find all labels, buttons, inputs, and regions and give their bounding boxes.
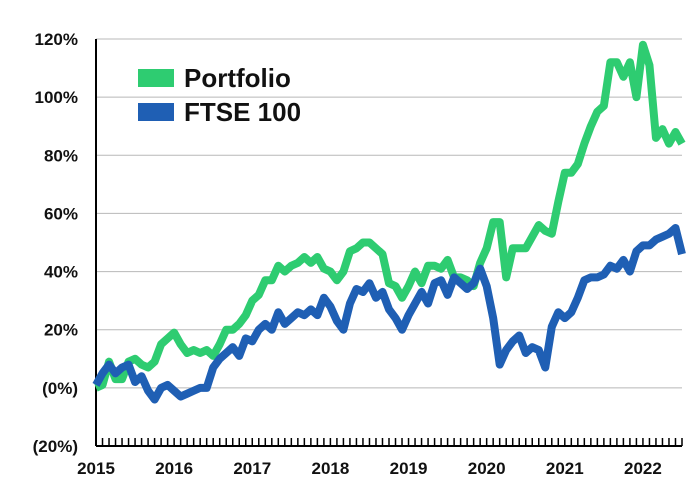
x-tick-label: 2015	[77, 459, 115, 478]
x-tick-labels: 2015 2016 2017 2018 2019 2020 2021 2022	[77, 459, 662, 478]
x-tick-label: 2021	[546, 459, 584, 478]
legend-swatch	[138, 103, 174, 121]
y-tick-label: 40%	[44, 263, 78, 282]
legend: Portfolio FTSE 100	[138, 63, 301, 127]
y-tick-label: 80%	[44, 146, 78, 165]
x-tick-label: 2022	[624, 459, 662, 478]
series-line-ftse-100	[92, 223, 686, 404]
series-line-portfolio	[94, 40, 686, 392]
y-tick-labels: (20%) (0%) 20% 40% 60% 80% 100% 120%	[33, 30, 78, 456]
series-lines	[92, 40, 686, 404]
y-tick-label: (20%)	[33, 437, 78, 456]
legend-label: FTSE 100	[184, 97, 301, 127]
legend-swatch	[138, 69, 174, 87]
legend-label: Portfolio	[184, 63, 291, 93]
y-tick-label: (0%)	[42, 379, 78, 398]
x-tick-label: 2016	[155, 459, 193, 478]
x-tick-label: 2020	[468, 459, 506, 478]
x-tick-label: 2019	[390, 459, 428, 478]
x-tick-label: 2017	[233, 459, 271, 478]
y-tick-label: 120%	[35, 30, 78, 49]
y-tick-label: 60%	[44, 204, 78, 223]
x-minor-ticks	[95, 438, 683, 446]
y-tick-label: 100%	[35, 88, 78, 107]
y-tick-label: 20%	[44, 321, 78, 340]
x-tick-label: 2018	[311, 459, 349, 478]
